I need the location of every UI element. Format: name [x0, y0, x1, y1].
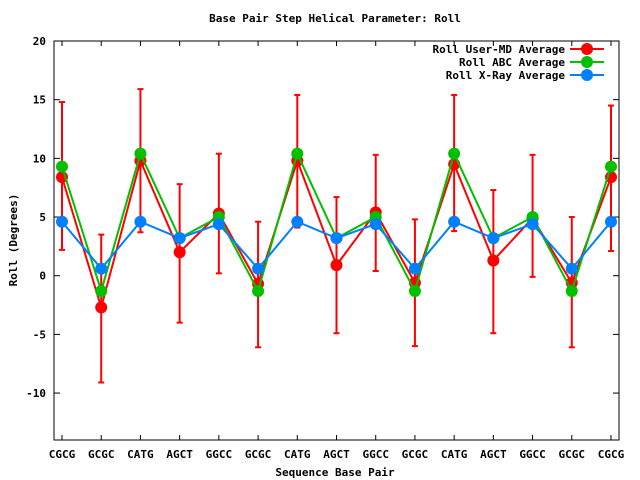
data-point: [291, 147, 304, 160]
data-point: [173, 246, 186, 259]
data-point: [330, 259, 343, 272]
legend-label: Roll X-Ray Average: [446, 69, 566, 82]
data-point: [487, 232, 500, 245]
data-point: [408, 262, 421, 275]
data-point: [487, 254, 500, 267]
legend-marker: [581, 69, 593, 81]
legend-marker: [581, 43, 593, 55]
legend-label: Roll ABC Average: [459, 56, 565, 69]
y-tick-label: 0: [39, 270, 46, 283]
y-axis-label: Roll (Degrees): [7, 194, 20, 287]
x-tick-label: CATG: [284, 448, 311, 461]
data-point: [212, 218, 225, 231]
x-tick-label: GCGC: [559, 448, 586, 461]
x-tick-label: GCGC: [402, 448, 429, 461]
data-point: [252, 284, 265, 297]
legend-label: Roll User-MD Average: [433, 43, 566, 56]
y-axis: 20 15 10 5 0 -5 -10: [26, 35, 619, 400]
data-point: [291, 215, 304, 228]
y-tick-label: -5: [33, 328, 46, 341]
data-point: [605, 160, 617, 173]
x-axis: CGCG GCGC CATG AGCT GGCC GCGC CATG AGCT GGCC GCGC…: [49, 41, 625, 461]
y-tick-label: 15: [33, 94, 46, 107]
x-tick-label: CATG: [441, 448, 468, 461]
data-point: [134, 147, 147, 160]
data-point: [173, 232, 186, 245]
series-2: [56, 215, 617, 275]
series-layer: [56, 88, 617, 384]
y-tick-label: 5: [39, 211, 46, 224]
data-point: [565, 284, 578, 297]
data-point: [330, 232, 343, 245]
x-tick-label: GGCC: [362, 448, 389, 461]
data-point: [95, 284, 108, 297]
chart-title: Base Pair Step Helical Parameter: Roll: [209, 12, 461, 25]
y-tick-label: -10: [26, 387, 46, 400]
data-point: [565, 262, 578, 275]
data-point: [95, 301, 108, 314]
y-tick-label: 20: [33, 35, 46, 48]
data-point: [526, 218, 539, 231]
data-point: [605, 215, 617, 228]
legend-marker: [581, 56, 593, 68]
data-point: [134, 215, 147, 228]
data-point: [95, 262, 108, 275]
x-tick-label: CGCG: [598, 448, 625, 461]
data-point: [252, 262, 265, 275]
data-point: [408, 284, 421, 297]
data-point: [448, 215, 461, 228]
x-tick-label: GGCC: [206, 448, 233, 461]
data-point: [448, 147, 461, 160]
x-tick-label: CATG: [127, 448, 154, 461]
data-point: [369, 218, 382, 231]
x-tick-label: CGCG: [49, 448, 76, 461]
y-tick-label: 10: [33, 152, 46, 165]
x-axis-label: Sequence Base Pair: [275, 466, 395, 479]
x-tick-label: AGCT: [480, 448, 507, 461]
x-tick-label: AGCT: [166, 448, 193, 461]
data-point: [56, 215, 68, 228]
x-tick-label: GCGC: [245, 448, 272, 461]
x-tick-label: AGCT: [323, 448, 350, 461]
x-tick-label: GCGC: [88, 448, 115, 461]
x-tick-label: GGCC: [519, 448, 546, 461]
data-point: [56, 160, 68, 173]
